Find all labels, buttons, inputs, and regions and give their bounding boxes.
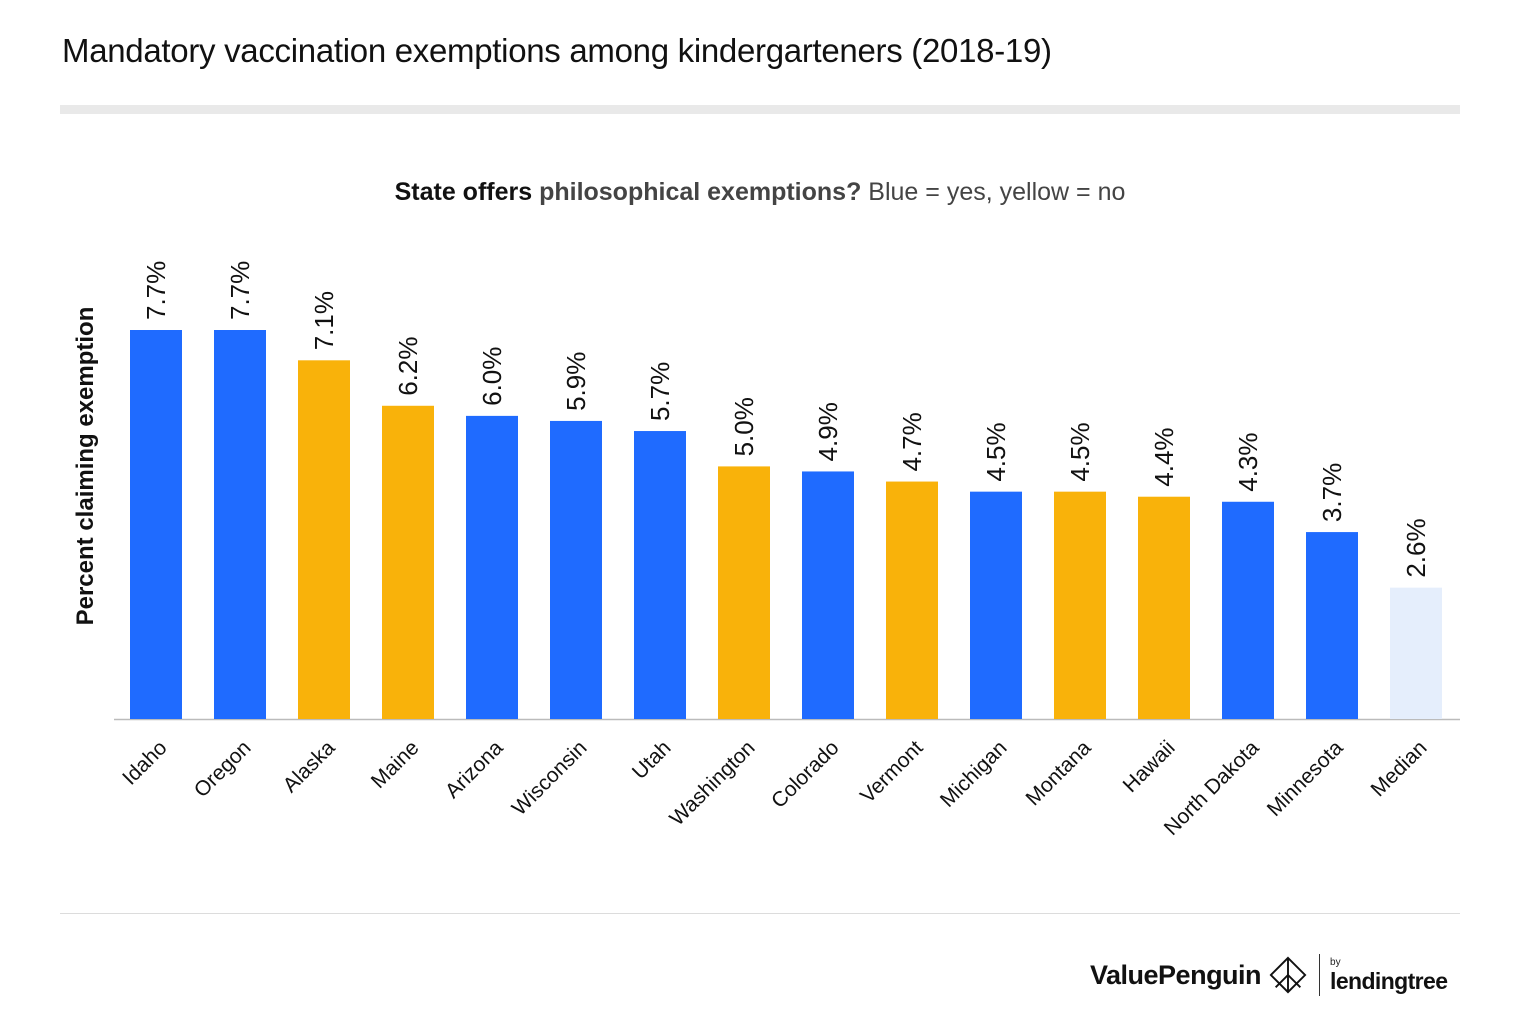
category-label: Median — [1367, 736, 1432, 801]
brand-separator — [1319, 954, 1321, 996]
bar-arizona — [466, 415, 518, 719]
value-label: 5.9% — [561, 352, 591, 411]
category-label: Vermont — [856, 736, 928, 808]
category-label: Colorado — [767, 736, 844, 813]
chart-subtitle: State offers philosophical exemptions? B… — [0, 178, 1520, 207]
bar-hawaii — [1138, 496, 1190, 719]
bar-wisconsin — [550, 420, 602, 719]
value-label: 7.1% — [309, 291, 339, 350]
bar-idaho — [130, 330, 182, 719]
subtitle-part-3: Blue = yes, yellow = no — [861, 178, 1126, 206]
valuepenguin-logo-icon — [1269, 956, 1307, 994]
category-label: Idaho — [118, 736, 171, 789]
category-label: Oregon — [190, 736, 256, 802]
lendingtree-logo-text: lendingtree — [1330, 967, 1448, 994]
bar-minnesota — [1306, 532, 1358, 719]
value-label: 6.0% — [477, 347, 507, 406]
bar-north-dakota — [1222, 501, 1274, 719]
bar-washington — [718, 466, 770, 719]
value-label: 5.0% — [729, 397, 759, 456]
category-label: Washington — [665, 736, 759, 830]
value-label: 3.7% — [1317, 463, 1347, 522]
value-label: 4.5% — [981, 422, 1011, 481]
category-label: Arizona — [441, 736, 508, 803]
bar-median — [1390, 587, 1442, 719]
bar-colorado — [802, 471, 854, 719]
subtitle-part-1: State offers — [394, 178, 540, 206]
value-label: 4.7% — [897, 412, 927, 471]
title-divider — [60, 105, 1460, 114]
lendingtree-logo: by lendingtree — [1330, 956, 1448, 994]
category-label: Minnesota — [1263, 736, 1348, 821]
bar-chart: 7.7% Idaho 7.7% Oregon 7.1% Alaska 6.2% Maine 6.… — [114, 261, 1460, 840]
bar-vermont — [886, 481, 938, 719]
value-label: 6.2% — [393, 337, 423, 396]
category-label: Wisconsin — [508, 736, 592, 820]
bar-montana — [1054, 491, 1106, 719]
value-label: 4.4% — [1149, 427, 1179, 486]
footer-branding: ValuePenguin by lendingtree — [1090, 953, 1448, 997]
bar-utah — [634, 431, 686, 719]
category-label: Montana — [1021, 736, 1095, 810]
category-label: Alaska — [279, 736, 340, 797]
subtitle-part-2: philosophical exemptions? — [539, 178, 862, 206]
bar-michigan — [970, 491, 1022, 719]
category-label: Utah — [628, 736, 676, 784]
value-label: 4.5% — [1065, 422, 1095, 481]
value-label: 5.7% — [645, 362, 675, 421]
chart-title: Mandatory vaccination exemptions among k… — [62, 32, 1052, 69]
value-label: 2.6% — [1401, 518, 1431, 577]
value-label: 7.7% — [225, 261, 255, 320]
bar-oregon — [214, 330, 266, 719]
bar-alaska — [298, 360, 350, 719]
category-label: Maine — [367, 736, 424, 793]
value-label: 7.7% — [141, 261, 171, 320]
category-label: Hawaii — [1119, 736, 1180, 797]
value-label: 4.3% — [1233, 433, 1263, 492]
category-label: Michigan — [936, 736, 1012, 812]
valuepenguin-logo-text: ValuePenguin — [1090, 959, 1262, 990]
lendingtree-by: by — [1330, 956, 1341, 968]
footer-divider — [60, 913, 1460, 914]
bar-maine — [382, 405, 434, 719]
value-label: 4.9% — [813, 402, 843, 461]
